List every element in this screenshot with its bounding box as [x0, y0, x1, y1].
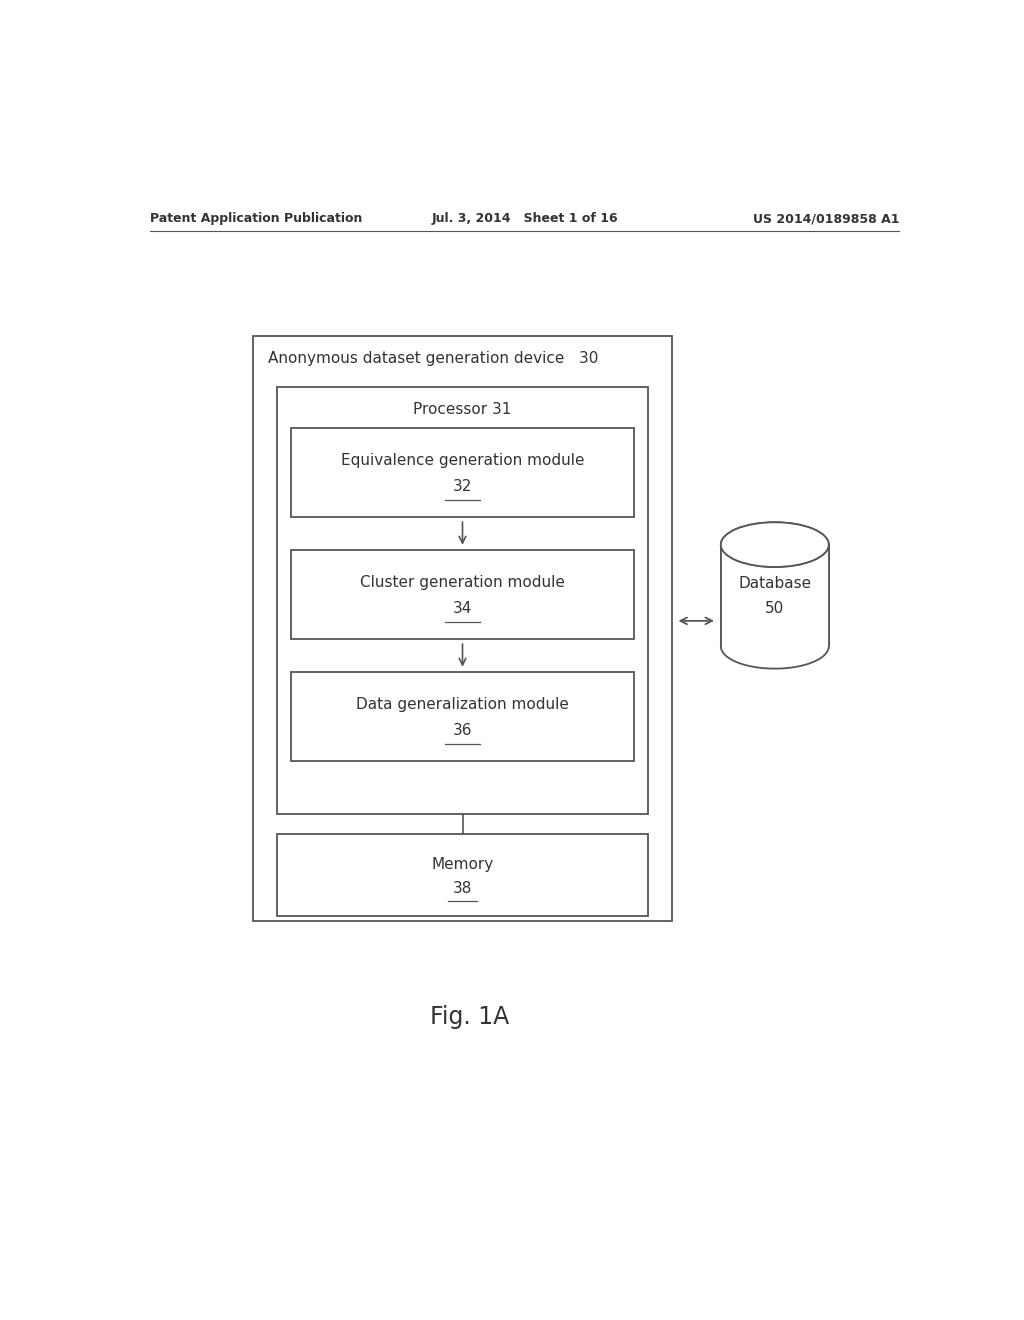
Bar	[291, 428, 634, 517]
Text: US 2014/0189858 A1: US 2014/0189858 A1	[753, 213, 899, 226]
Text: Data generalization module: Data generalization module	[356, 697, 569, 711]
Bar	[291, 549, 634, 639]
Ellipse shape	[721, 523, 828, 568]
Bar	[253, 337, 672, 921]
Text: Fig. 1A: Fig. 1A	[430, 1006, 509, 1030]
Text: Jul. 3, 2014   Sheet 1 of 16: Jul. 3, 2014 Sheet 1 of 16	[431, 213, 618, 226]
Text: 34: 34	[453, 601, 472, 616]
Text: 32: 32	[453, 479, 472, 494]
Text: Patent Application Publication: Patent Application Publication	[151, 213, 362, 226]
Text: Processor 31: Processor 31	[414, 403, 512, 417]
Bar	[291, 672, 634, 762]
Text: 36: 36	[453, 723, 472, 738]
Text: Equivalence generation module: Equivalence generation module	[341, 453, 585, 467]
Bar	[278, 834, 648, 916]
Text: Memory: Memory	[431, 857, 494, 873]
Text: Cluster generation module: Cluster generation module	[360, 574, 565, 590]
Text: Anonymous dataset generation device   30: Anonymous dataset generation device 30	[267, 351, 598, 366]
Text: 50: 50	[765, 601, 784, 616]
Bar	[278, 387, 648, 814]
Ellipse shape	[721, 523, 828, 568]
Bar	[721, 545, 828, 647]
Text: Database: Database	[738, 576, 811, 591]
Text: 38: 38	[453, 880, 472, 896]
